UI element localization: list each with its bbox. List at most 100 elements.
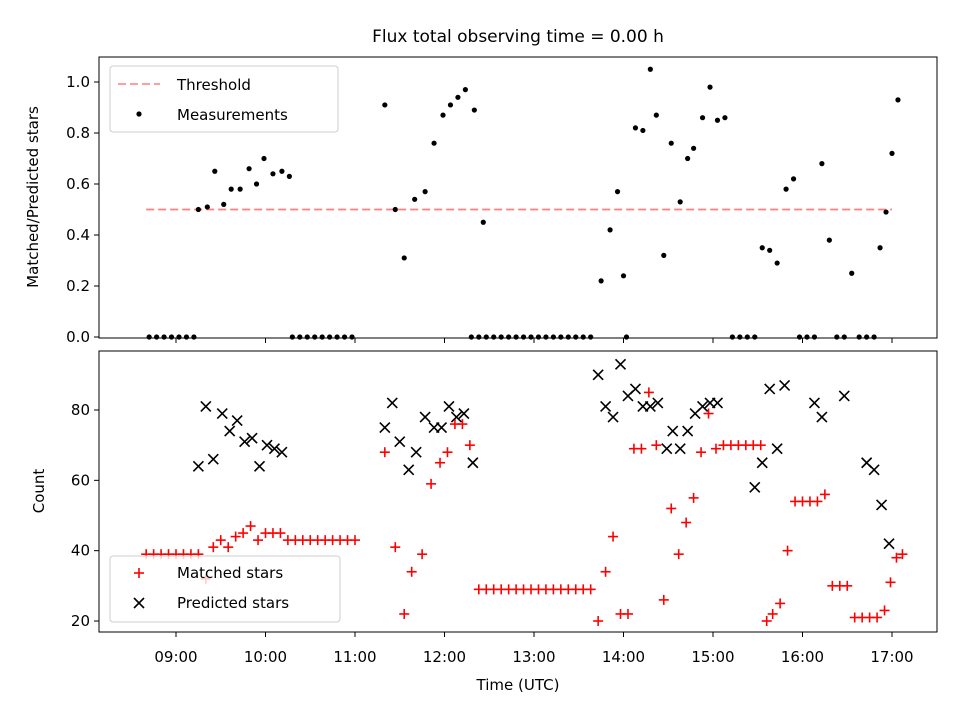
legend-threshold-label: Threshold <box>176 76 251 94</box>
bottom-x-tick-label: 14:00 <box>602 648 645 666</box>
measurement-point <box>146 334 152 340</box>
measurement-point <box>707 84 713 90</box>
legend-measurements-swatch <box>136 111 142 117</box>
measurement-point <box>607 227 613 233</box>
predicted-star-point <box>749 481 761 493</box>
top-y-tick-label: 0.8 <box>66 124 90 142</box>
predicted-star-point <box>674 443 686 455</box>
matched-star-point <box>406 566 417 577</box>
measurement-point <box>889 150 895 156</box>
matched-star-point <box>819 489 830 500</box>
matched-star-point <box>585 584 596 595</box>
matched-star-point <box>755 440 766 451</box>
predicted-star-point <box>200 400 212 413</box>
measurement-point <box>289 334 295 340</box>
predicted-star-point <box>207 453 219 465</box>
measurement-point <box>253 181 260 187</box>
measurement-point <box>440 112 446 118</box>
measurement-point <box>279 168 285 174</box>
matched-star-point <box>651 440 662 451</box>
measurement-point <box>895 97 901 103</box>
matched-star-point <box>238 528 249 539</box>
predicted-star-point <box>224 425 236 437</box>
predicted-star-point <box>394 436 406 448</box>
measurement-point <box>598 278 604 284</box>
bottom-x-tick-label: 15:00 <box>691 648 734 666</box>
top-y-axis: 0.0 0.2 0.4 0.6 0.8 1.0 <box>66 73 99 346</box>
bottom-x-tick-label: 17:00 <box>870 648 913 666</box>
measurement-point <box>312 334 318 340</box>
measurement-point <box>811 334 818 340</box>
measurement-point <box>431 140 437 146</box>
matched-star-point <box>761 616 772 626</box>
measurement-point <box>729 334 735 340</box>
predicted-star-point <box>386 397 398 409</box>
measurement-point <box>319 334 325 340</box>
top-y-tick-label: 0.0 <box>66 328 90 346</box>
predicted-star-point <box>816 411 828 423</box>
chart-title: Flux total observing time = 0.00 h <box>372 27 664 47</box>
legend-predicted-swatch <box>133 597 145 609</box>
top-x-ticks <box>175 338 893 343</box>
measurement-point <box>804 334 810 340</box>
measurement-point <box>491 334 497 340</box>
measurement-point <box>327 334 333 340</box>
predicted-star-point <box>614 358 627 370</box>
measurement-point <box>699 115 706 121</box>
measurement-point <box>841 334 847 340</box>
bottom-panel: 20 40 60 80 09:00 10:00 11:00 12:00 13:00 14:00 1… <box>30 350 938 694</box>
measurement-point <box>176 334 182 340</box>
measurement-point <box>677 199 683 205</box>
predicted-star-point <box>410 446 422 458</box>
measurement-point <box>237 186 243 192</box>
bottom-y-axis: 20 40 60 80 <box>71 401 99 630</box>
measurement-point <box>871 334 877 340</box>
predicted-star-point <box>450 411 462 423</box>
measurement-point <box>714 117 721 123</box>
matched-star-point <box>417 549 428 560</box>
predicted-star-point <box>711 397 724 409</box>
measurement-point <box>653 112 659 118</box>
bottom-y-tick-label: 80 <box>71 401 90 419</box>
matched-star-point <box>767 608 778 619</box>
measurement-point <box>640 127 646 134</box>
matched-star-point <box>600 566 611 577</box>
measurement-point <box>506 334 512 340</box>
predicted-star-point <box>231 414 243 427</box>
predicted-star-point <box>875 499 888 511</box>
matched-star-point <box>673 549 684 560</box>
predicted-star-point <box>600 400 612 413</box>
legend-measurements-label: Measurements <box>177 106 288 124</box>
measurement-point <box>883 209 889 215</box>
matched-star-point <box>872 612 883 623</box>
measurement-point <box>849 270 855 276</box>
matched-star-point <box>457 419 468 430</box>
measurement-point <box>632 125 639 131</box>
predicted-star-point <box>838 390 850 402</box>
measurement-point <box>212 168 218 174</box>
measurement-point <box>246 166 252 172</box>
measurement-point <box>744 334 750 340</box>
measurement-point <box>412 196 418 202</box>
bottom-x-axis-label: Time (UTC) <box>476 676 560 694</box>
measurement-point <box>341 334 348 340</box>
measurement-point <box>588 334 594 340</box>
measurement-point <box>565 334 571 340</box>
measurement-point <box>483 334 489 340</box>
bottom-plot-frame <box>98 350 938 633</box>
measurement-point <box>864 334 870 340</box>
measurement-point <box>191 334 197 340</box>
matched-star-point <box>658 594 669 605</box>
matched-star-point <box>842 580 853 591</box>
measurement-point <box>462 87 468 93</box>
predicted-star-point <box>239 436 251 448</box>
predicted-star-point <box>435 422 448 434</box>
matched-star-point <box>390 542 401 553</box>
measurement-point <box>877 245 883 251</box>
measurement-point <box>620 273 627 279</box>
measurement-point <box>480 219 486 225</box>
matched-star-point <box>643 387 654 398</box>
top-y-tick-label: 1.0 <box>66 73 90 91</box>
matched-star-point <box>442 447 453 458</box>
matched-star-point <box>215 535 226 546</box>
